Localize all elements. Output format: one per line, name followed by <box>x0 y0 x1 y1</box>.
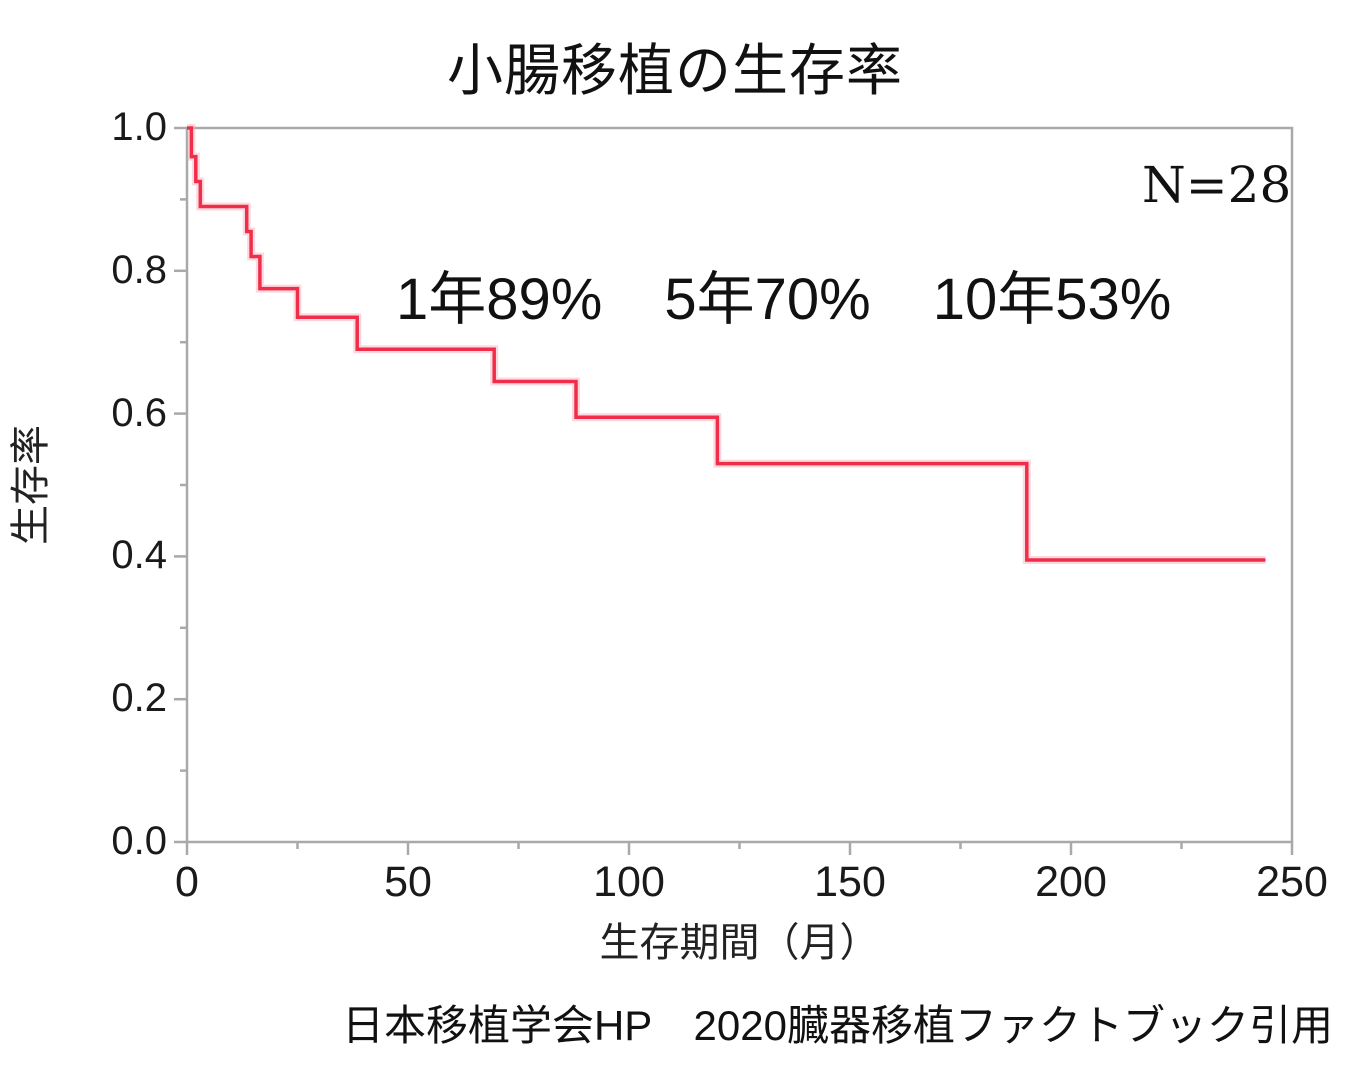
chart-title: 小腸移植の生存率 <box>447 39 903 102</box>
source-citation: 日本移植学会HP 2020臓器移植ファクトブック引用 <box>341 1002 1333 1049</box>
sample-size-label: N=28 <box>1142 156 1292 214</box>
x-tick-label-150: 150 <box>814 858 886 906</box>
annotation-5-year-survival: 5年70% <box>664 267 871 332</box>
y-tick-label-0.6: 0.6 <box>111 390 167 435</box>
survival-curve-halo <box>187 124 1266 564</box>
x-tick-label-200: 200 <box>1035 858 1107 906</box>
y-tick-label-0.8: 0.8 <box>111 247 167 292</box>
annotation-10-year-survival: 10年53% <box>932 267 1172 332</box>
y-tick-label-1.0: 1.0 <box>111 105 167 149</box>
annotation-1-year-survival: 1年89% <box>396 267 603 332</box>
x-tick-label-50: 50 <box>384 858 432 906</box>
x-tick-label-250: 250 <box>1256 858 1328 906</box>
x-axis-label: 生存期間（月） <box>599 921 880 965</box>
y-axis-label: 生存率 <box>9 425 53 545</box>
y-tick-label-0.2: 0.2 <box>111 676 167 721</box>
survival-curve <box>187 126 1266 562</box>
y-tick-label-0.4: 0.4 <box>111 533 167 578</box>
x-tick-label-0: 0 <box>175 858 199 906</box>
x-tick-label-100: 100 <box>593 858 665 906</box>
plot-border <box>185 126 1294 844</box>
survival-rate-annotations: 1年89% 5年70% 10年53% <box>396 252 1171 336</box>
y-tick-label-0.0: 0.0 <box>111 819 167 863</box>
